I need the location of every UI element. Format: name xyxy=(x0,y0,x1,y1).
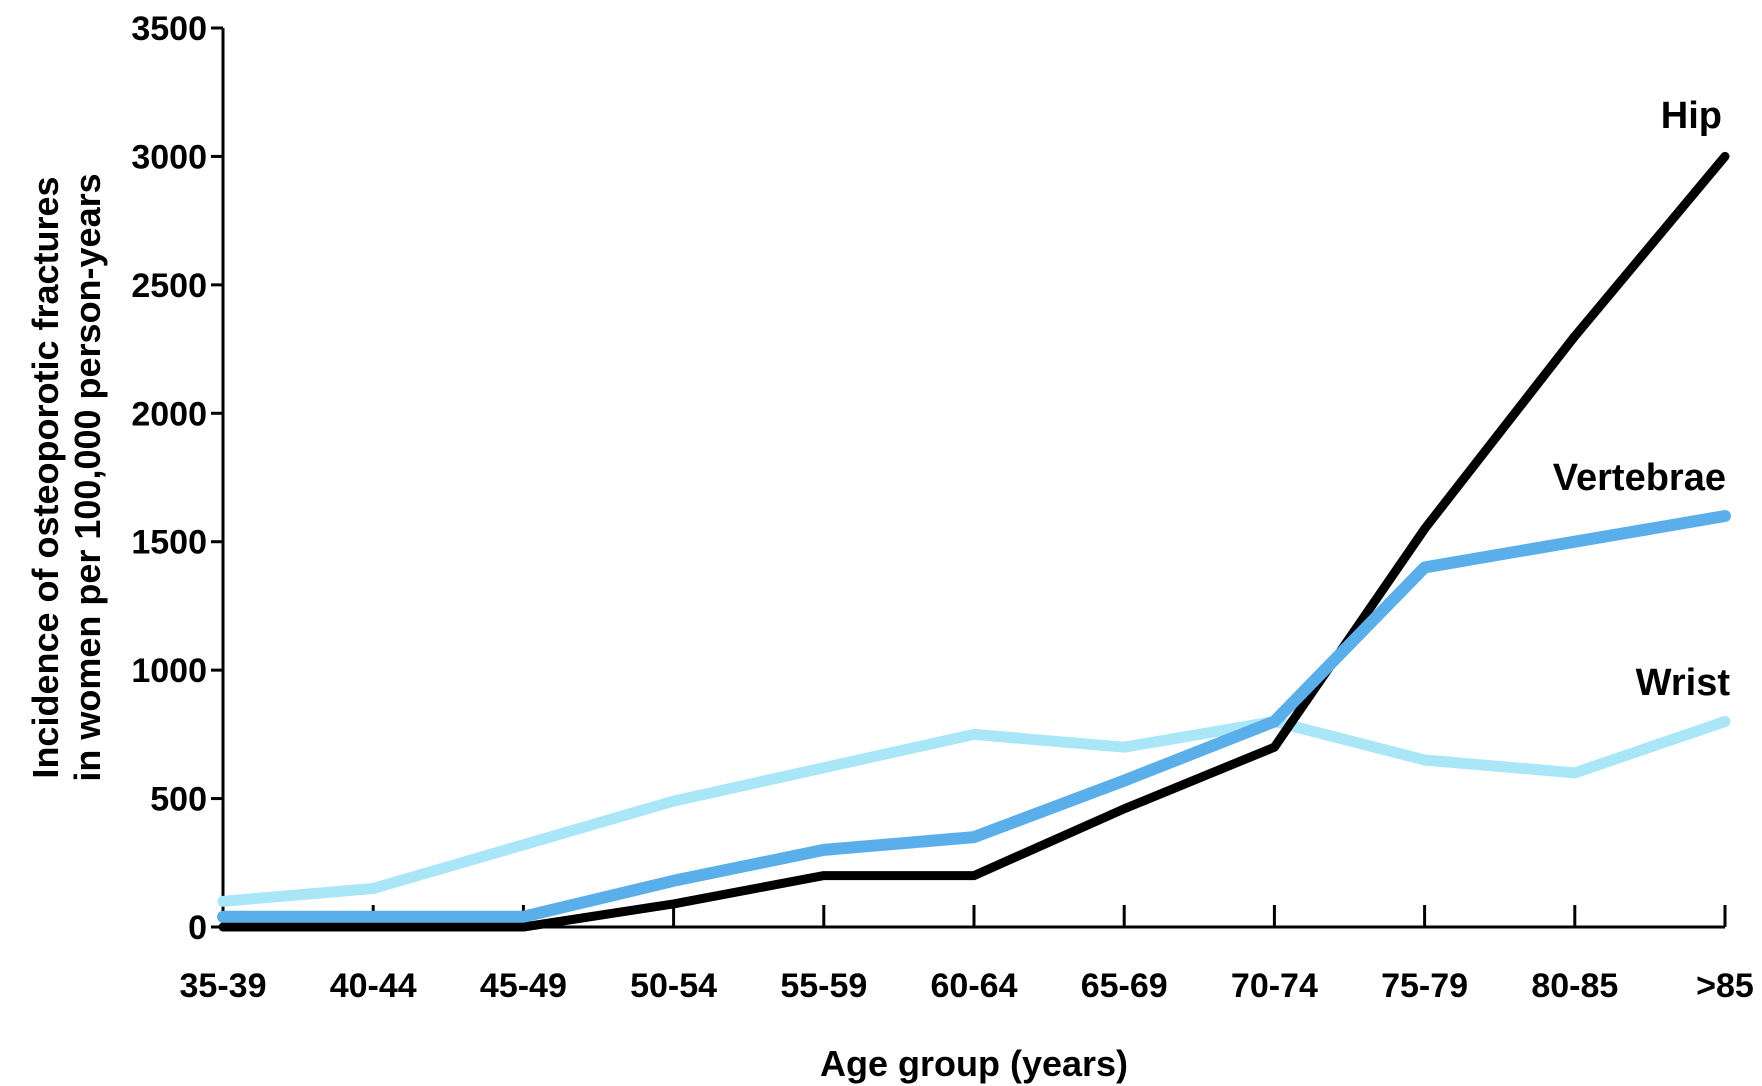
y-tick-label: 2500 xyxy=(131,267,207,305)
series-label-vertebrae: Vertebrae xyxy=(1553,457,1726,499)
series-labels: Hip Vertebrae Wrist xyxy=(1553,95,1731,704)
series-lines xyxy=(217,151,1731,932)
x-axis-ticks: 35-39 40-44 45-49 50-54 55-59 60-64 65-69 70-74… xyxy=(180,905,1754,1005)
y-tick-label: 1500 xyxy=(131,524,207,562)
x-axis-title: Age group (years) xyxy=(820,1043,1128,1084)
series-label-hip: Hip xyxy=(1661,95,1722,137)
series-line-hip xyxy=(218,151,1730,932)
y-tick-label: 3000 xyxy=(131,138,207,176)
y-tick-label: 2000 xyxy=(131,395,207,433)
y-tick-label: 1000 xyxy=(131,652,207,690)
y-axis-title-line-2: in women per 100,000 person-years xyxy=(67,173,108,781)
axes xyxy=(221,28,1725,929)
x-tick-label: 65-69 xyxy=(1081,967,1168,1005)
x-tick-label: 80-85 xyxy=(1531,967,1618,1005)
y-tick-label: 500 xyxy=(150,781,207,819)
x-tick-label: 40-44 xyxy=(330,967,417,1005)
y-axis-title-line-1: Incidence of osteoporotic fractures xyxy=(25,176,66,778)
x-tick-label: 50-54 xyxy=(630,967,717,1005)
x-tick-label: 35-39 xyxy=(180,967,267,1005)
y-axis-ticks: 0 500 1000 1500 2000 2500 3000 3500 xyxy=(131,10,223,947)
series-label-wrist: Wrist xyxy=(1636,662,1731,704)
x-tick-label: 75-79 xyxy=(1381,967,1468,1005)
x-tick-label: >85 xyxy=(1696,967,1754,1005)
y-tick-label: 3500 xyxy=(131,10,207,48)
x-tick-label: 55-59 xyxy=(780,967,867,1005)
series-line-vertebrae xyxy=(217,510,1731,923)
x-tick-label: 45-49 xyxy=(480,967,567,1005)
series-line-wrist xyxy=(217,716,1731,907)
y-tick-label: 0 xyxy=(188,909,207,947)
x-tick-label: 60-64 xyxy=(931,967,1018,1005)
x-tick-label: 70-74 xyxy=(1231,967,1318,1005)
